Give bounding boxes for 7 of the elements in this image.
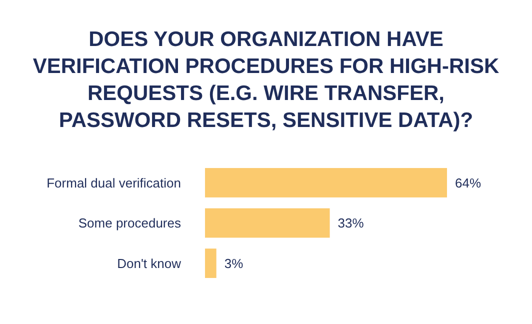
- data-label: 3%: [224, 256, 244, 271]
- data-label: 64%: [455, 175, 482, 190]
- y-tick-label: Don't know: [117, 256, 182, 271]
- y-tick-label: Some procedures: [78, 216, 182, 231]
- data-label: 33%: [338, 216, 364, 231]
- y-tick-label: Formal dual verification: [46, 175, 181, 190]
- chart-title: DOES YOUR ORGANIZATION HAVE VERIFICATION PROCEDURES FOR HIGH-RISK REQUESTS (E.G. WIRE TRANSFER, PASSWORD RESETS, SENSITIVE DATA)?: [32, 28, 500, 132]
